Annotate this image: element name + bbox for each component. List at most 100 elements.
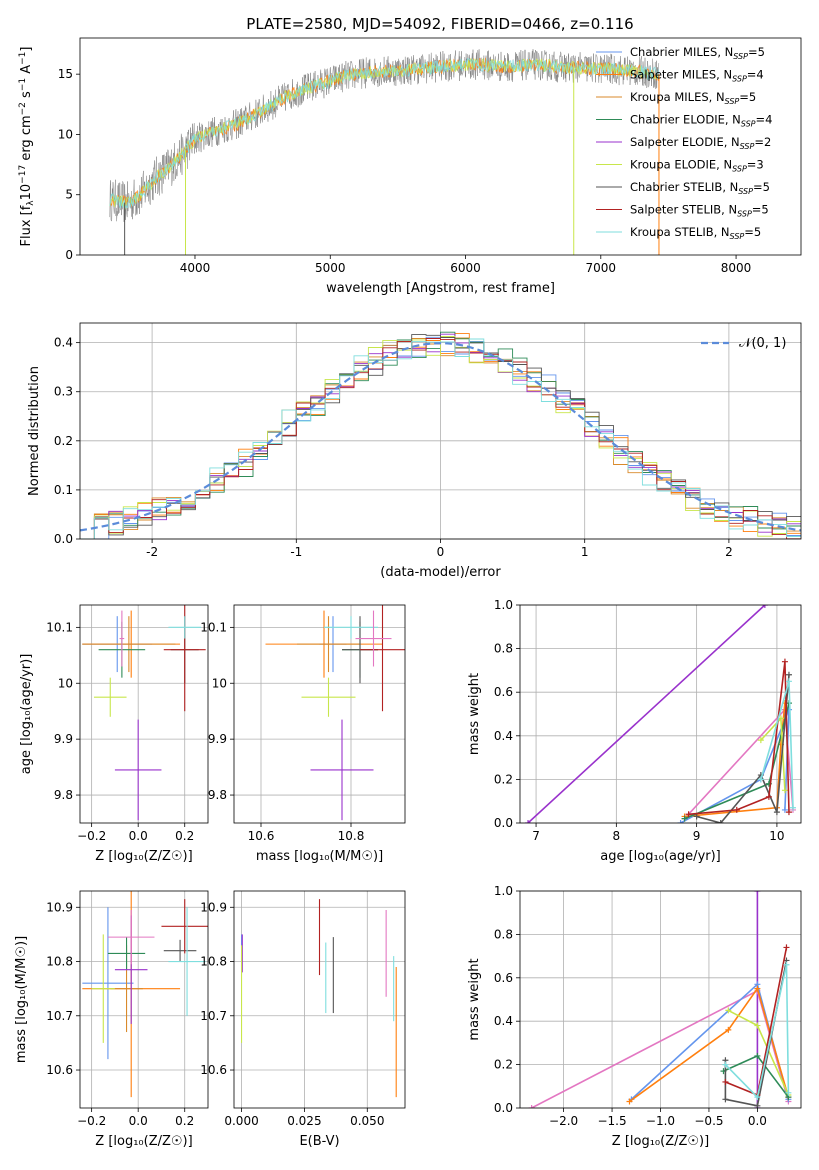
mass-weight-marker bbox=[765, 793, 772, 800]
y-axis-label-part: A bbox=[19, 65, 34, 78]
x-tick-label: 0.0 bbox=[748, 1114, 767, 1128]
x-axis-label: Z [log₁₀(Z/Z☉)] bbox=[95, 1134, 192, 1149]
panel-age-vs-Z: −0.2 0.0 0.2 9.8 9.9 10 10.1 Z [log₁₀(Z/Z☉)] age… bbox=[19, 604, 209, 864]
y-tick-label: 1.0 bbox=[494, 598, 513, 612]
residual-histogram-step bbox=[80, 338, 801, 539]
y-axis-label: age [log₁₀(age/yr)] bbox=[19, 654, 34, 775]
mass-weight-marker bbox=[754, 1094, 761, 1101]
axes-frame bbox=[233, 890, 406, 1109]
panel-weight-vs-Z: −2.0 −1.5 −1.0 −0.5 0.0 0.0 0.2 0.4 0.6 0.8 1.0 Z [… bbox=[467, 884, 802, 1149]
legend-series-name: Salpeter ELODIE, N bbox=[630, 135, 740, 149]
axes-frame bbox=[79, 322, 802, 540]
x-tick-label: 10.8 bbox=[338, 829, 365, 843]
legend-nssp: =4 bbox=[756, 113, 773, 127]
x-axis-label: (data-model)/error bbox=[380, 565, 501, 580]
legend-label: Chabrier STELIB, NSSP=5 bbox=[630, 180, 770, 196]
x-tick-label: 0.0 bbox=[129, 1114, 148, 1128]
y-axis-label-part: Flux [f bbox=[19, 205, 34, 246]
legend-series-name: Chabrier MILES, N bbox=[630, 45, 733, 59]
mass-weight-marker bbox=[525, 820, 532, 823]
legend-nssp: =4 bbox=[747, 68, 764, 82]
legend-nssp: =2 bbox=[754, 135, 771, 149]
panel-mass-vs-Z: −0.2 0.0 0.2 10.6 10.7 10.8 10.9 Z [log₁₀(Z/Z☉)… bbox=[14, 890, 209, 1149]
mass-weight-marker bbox=[685, 811, 692, 818]
x-axis-label: E(B-V) bbox=[299, 1134, 339, 1149]
mass-weight-marker bbox=[725, 1007, 732, 1014]
legend-series-name: Kroupa ELODIE, N bbox=[630, 158, 732, 172]
y-tick-label: 0.0 bbox=[494, 1101, 513, 1115]
y-tick-label: 9.9 bbox=[208, 732, 227, 746]
x-tick-label: 6000 bbox=[450, 261, 481, 275]
y-tick-label: 0.8 bbox=[494, 642, 513, 656]
mass-weight-line bbox=[684, 703, 786, 818]
mass-weight-line bbox=[724, 960, 788, 1107]
mass-weight-marker bbox=[783, 961, 790, 968]
y-axis-label-part: −1 bbox=[18, 52, 28, 65]
legend-label: Salpeter ELODIE, NSSP=2 bbox=[630, 135, 771, 151]
mass-weight-marker bbox=[773, 809, 780, 816]
mass-weight-marker bbox=[757, 737, 764, 744]
y-tick-label: 10.9 bbox=[200, 900, 227, 914]
x-tick-label: −0.5 bbox=[694, 1114, 723, 1128]
legend-label: Chabrier MILES, NSSP=5 bbox=[630, 45, 765, 61]
mass-weight-marker bbox=[725, 1026, 732, 1033]
y-tick-label: 10 bbox=[58, 127, 73, 141]
y-tick-label: 0.0 bbox=[494, 816, 513, 830]
y-axis-label: mass [log₁₀(M/M☉)] bbox=[14, 936, 29, 1063]
axes-frame bbox=[79, 37, 802, 256]
y-tick-label: 10.8 bbox=[200, 955, 227, 969]
y-tick-label: 9.9 bbox=[54, 732, 73, 746]
mass-weight-marker bbox=[785, 809, 792, 816]
plot-area bbox=[80, 331, 801, 539]
mass-weight-marker bbox=[789, 804, 796, 811]
mass-weight-line bbox=[727, 1009, 790, 1096]
legend-label: Kroupa ELODIE, NSSP=3 bbox=[630, 158, 764, 174]
x-tick-label: 0.2 bbox=[175, 829, 194, 843]
legend-label: Chabrier ELODIE, NSSP=4 bbox=[630, 113, 772, 129]
legend-nssp: =5 bbox=[744, 225, 761, 239]
legend-label: Salpeter STELIB, NSSP=5 bbox=[630, 203, 769, 219]
mass-weight-marker bbox=[754, 985, 761, 992]
legend-nssp: =5 bbox=[752, 203, 769, 217]
legend-subscript: SSP bbox=[730, 232, 745, 241]
x-tick-label: -1 bbox=[290, 545, 302, 559]
y-tick-label: 10.1 bbox=[46, 620, 73, 634]
y-tick-label: 9.8 bbox=[208, 788, 227, 802]
y-tick-label: 9.8 bbox=[54, 788, 73, 802]
x-tick-label: 1 bbox=[581, 545, 589, 559]
mass-weight-marker bbox=[781, 658, 788, 665]
legend-label: Kroupa MILES, NSSP=5 bbox=[630, 90, 756, 106]
legend-series-name: Salpeter STELIB, N bbox=[630, 203, 737, 217]
y-tick-label: 0.3 bbox=[54, 385, 73, 399]
x-tick-label: 2 bbox=[725, 545, 733, 559]
y-tick-label: 10.7 bbox=[46, 1009, 73, 1023]
x-tick-label: 8 bbox=[613, 829, 621, 843]
x-tick-label: −2.0 bbox=[549, 1114, 578, 1128]
plot-area bbox=[528, 891, 792, 1108]
x-tick-label: 4000 bbox=[180, 261, 211, 275]
legend-series-name: Kroupa STELIB, N bbox=[630, 225, 730, 239]
mass-weight-marker bbox=[785, 678, 792, 685]
plot-area bbox=[82, 605, 206, 821]
plot-area bbox=[240, 899, 397, 1098]
y-tick-label: 10.8 bbox=[46, 955, 73, 969]
plot-area bbox=[82, 891, 208, 1098]
mass-weight-marker bbox=[733, 806, 740, 813]
y-tick-label: 0.1 bbox=[54, 483, 73, 497]
mass-weight-line bbox=[629, 986, 790, 1103]
y-tick-label: 0.2 bbox=[494, 772, 513, 786]
x-tick-label: 7000 bbox=[586, 261, 617, 275]
x-tick-label: 10 bbox=[769, 829, 784, 843]
axes-frame bbox=[79, 604, 209, 824]
x-tick-label: −1.5 bbox=[597, 1114, 626, 1128]
plot-area bbox=[265, 605, 405, 821]
y-tick-label: 0.6 bbox=[494, 971, 513, 985]
y-tick-label: 0.2 bbox=[494, 1058, 513, 1072]
legend-series-name: Salpeter MILES, N bbox=[630, 68, 732, 82]
y-tick-label: 10 bbox=[58, 676, 73, 690]
mass-weight-marker bbox=[785, 1089, 792, 1096]
model-spectrum-line bbox=[109, 58, 659, 209]
y-tick-label: 5 bbox=[65, 188, 73, 202]
legend-subscript: SSP bbox=[738, 187, 753, 196]
